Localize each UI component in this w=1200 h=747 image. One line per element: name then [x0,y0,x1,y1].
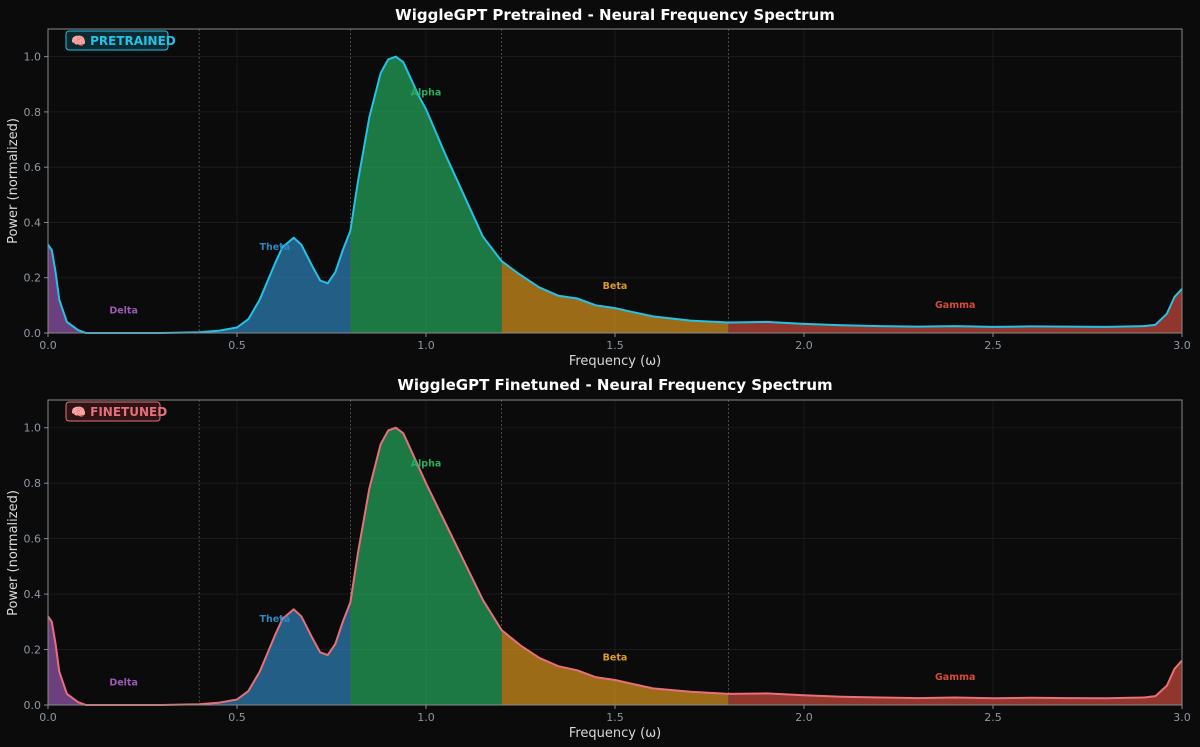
band-label-theta: Theta [259,242,290,253]
y-tick-label: 0.0 [24,699,42,712]
x-tick-label: 1.0 [417,339,435,352]
badge: 🧠 FINETUNED [65,401,167,422]
band-fill-theta [199,602,351,705]
x-tick-label: 2.0 [795,339,813,352]
spectrum-line [47,426,1183,706]
x-tick-label: 0.5 [228,339,246,352]
band-fill-delta [48,616,200,705]
y-tick-label: 1.0 [24,422,42,435]
y-tick-label: 0.4 [24,216,42,229]
x-tick-label: 2.0 [795,711,813,724]
x-tick-label: 3.0 [1173,711,1191,724]
x-tick-label: 0.5 [228,711,246,724]
chart-title: WiggleGPT Finetuned - Neural Frequency S… [397,376,832,394]
y-tick-label: 0.2 [24,644,42,657]
chart-title: WiggleGPT Pretrained - Neural Frequency … [395,6,835,24]
x-axis-label: Frequency (ω) [569,726,661,741]
x-tick-label: 1.5 [606,711,624,724]
badge: 🧠 PRETRAINED [65,30,176,51]
band-fill-alpha [350,427,502,705]
band-fill-beta [501,630,729,705]
badge-box [65,401,161,422]
pretrained-panel: WiggleGPT Pretrained - Neural Frequency … [6,6,1191,369]
y-tick-label: 0.8 [24,106,42,119]
band-label-beta: Beta [603,653,628,664]
band-label-alpha: Alpha [411,87,442,98]
badge-label: 🧠 PRETRAINED [71,34,176,48]
x-tick-label: 1.0 [417,711,435,724]
x-tick-label: 2.5 [984,339,1002,352]
y-tick-label: 0.0 [24,327,42,340]
y-tick-label: 0.8 [24,477,42,490]
badge-label: 🧠 FINETUNED [71,405,167,419]
badge-box [65,30,169,51]
band-label-delta: Delta [109,306,138,317]
x-axis-label: Frequency (ω) [569,354,661,369]
spectrum-line [47,55,1183,334]
y-tick-label: 1.0 [24,51,42,64]
y-tick-label: 0.6 [24,161,42,174]
x-tick-label: 0.0 [39,711,57,724]
band-label-theta: Theta [259,614,290,625]
x-tick-label: 0.0 [39,339,57,352]
band-fill-theta [199,230,351,333]
band-fill-alpha [350,56,502,334]
plot-area: Delta Theta Alpha Beta Gamma 0.0 0.5 1.0 1.5 2.0 2… [24,28,1191,352]
plot-area: Delta Theta Alpha Beta Gamma 0.0 0.5 1.0 1.5 2.0 2… [24,399,1191,724]
band-label-beta: Beta [603,281,628,292]
y-axis-label: Power (normalized) [6,490,21,616]
x-tick-label: 2.5 [984,711,1002,724]
y-axis-label: Power (normalized) [6,118,21,244]
x-tick-label: 3.0 [1173,339,1191,352]
x-tick-label: 1.5 [606,339,624,352]
band-label-gamma: Gamma [935,300,975,311]
band-fill-beta [501,261,729,333]
y-tick-label: 0.4 [24,588,42,601]
band-label-gamma: Gamma [935,672,975,683]
band-label-alpha: Alpha [411,459,442,470]
finetuned-panel: WiggleGPT Finetuned - Neural Frequency S… [6,376,1191,741]
band-fill-delta [48,244,200,333]
band-fill-gamma [728,660,1182,705]
y-tick-label: 0.2 [24,272,42,285]
y-tick-label: 0.6 [24,533,42,546]
band-fill-gamma [728,288,1182,333]
band-label-delta: Delta [109,678,138,689]
